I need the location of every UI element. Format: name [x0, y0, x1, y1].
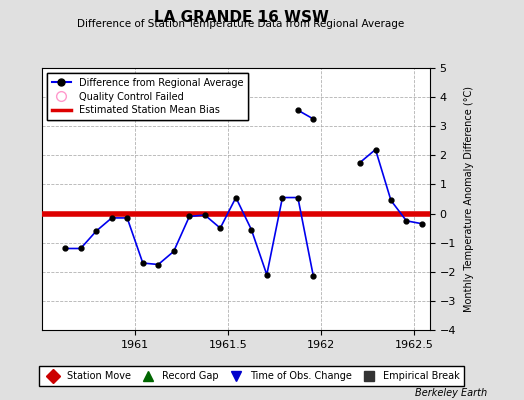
Legend: Station Move, Record Gap, Time of Obs. Change, Empirical Break: Station Move, Record Gap, Time of Obs. C…	[39, 366, 464, 386]
Text: LA GRANDE 16 WSW: LA GRANDE 16 WSW	[154, 10, 329, 25]
Legend: Difference from Regional Average, Quality Control Failed, Estimated Station Mean: Difference from Regional Average, Qualit…	[47, 73, 248, 120]
Text: Difference of Station Temperature Data from Regional Average: Difference of Station Temperature Data f…	[78, 19, 405, 29]
Y-axis label: Monthly Temperature Anomaly Difference (°C): Monthly Temperature Anomaly Difference (…	[464, 86, 474, 312]
Text: Berkeley Earth: Berkeley Earth	[415, 388, 487, 398]
